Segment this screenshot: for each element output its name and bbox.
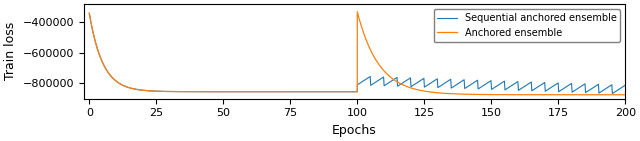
Anchored ensemble — [353, 11, 361, 13]
Sequential anchored ensemble — [140, 90, 148, 91]
Sequential anchored ensemble — [513, 81, 520, 83]
Anchored ensemble — [140, 90, 148, 91]
Sequential anchored ensemble — [86, 12, 93, 14]
Anchored ensemble — [504, 94, 511, 95]
Sequential anchored ensemble — [609, 93, 616, 94]
X-axis label: Epochs: Epochs — [332, 124, 377, 137]
Anchored ensemble — [322, 91, 330, 92]
Sequential anchored ensemble — [303, 91, 310, 92]
Sequential anchored ensemble — [453, 83, 461, 85]
Anchored ensemble — [454, 93, 461, 95]
Y-axis label: Train loss: Train loss — [4, 22, 17, 81]
Anchored ensemble — [86, 12, 93, 14]
Sequential anchored ensemble — [503, 88, 511, 89]
Line: Sequential anchored ensemble: Sequential anchored ensemble — [90, 13, 625, 93]
Legend: Sequential anchored ensemble, Anchored ensemble: Sequential anchored ensemble, Anchored e… — [433, 9, 620, 42]
Sequential anchored ensemble — [621, 84, 629, 86]
Anchored ensemble — [303, 91, 310, 92]
Anchored ensemble — [621, 94, 629, 96]
Sequential anchored ensemble — [322, 91, 330, 92]
Anchored ensemble — [513, 94, 521, 96]
Line: Anchored ensemble: Anchored ensemble — [90, 12, 625, 95]
